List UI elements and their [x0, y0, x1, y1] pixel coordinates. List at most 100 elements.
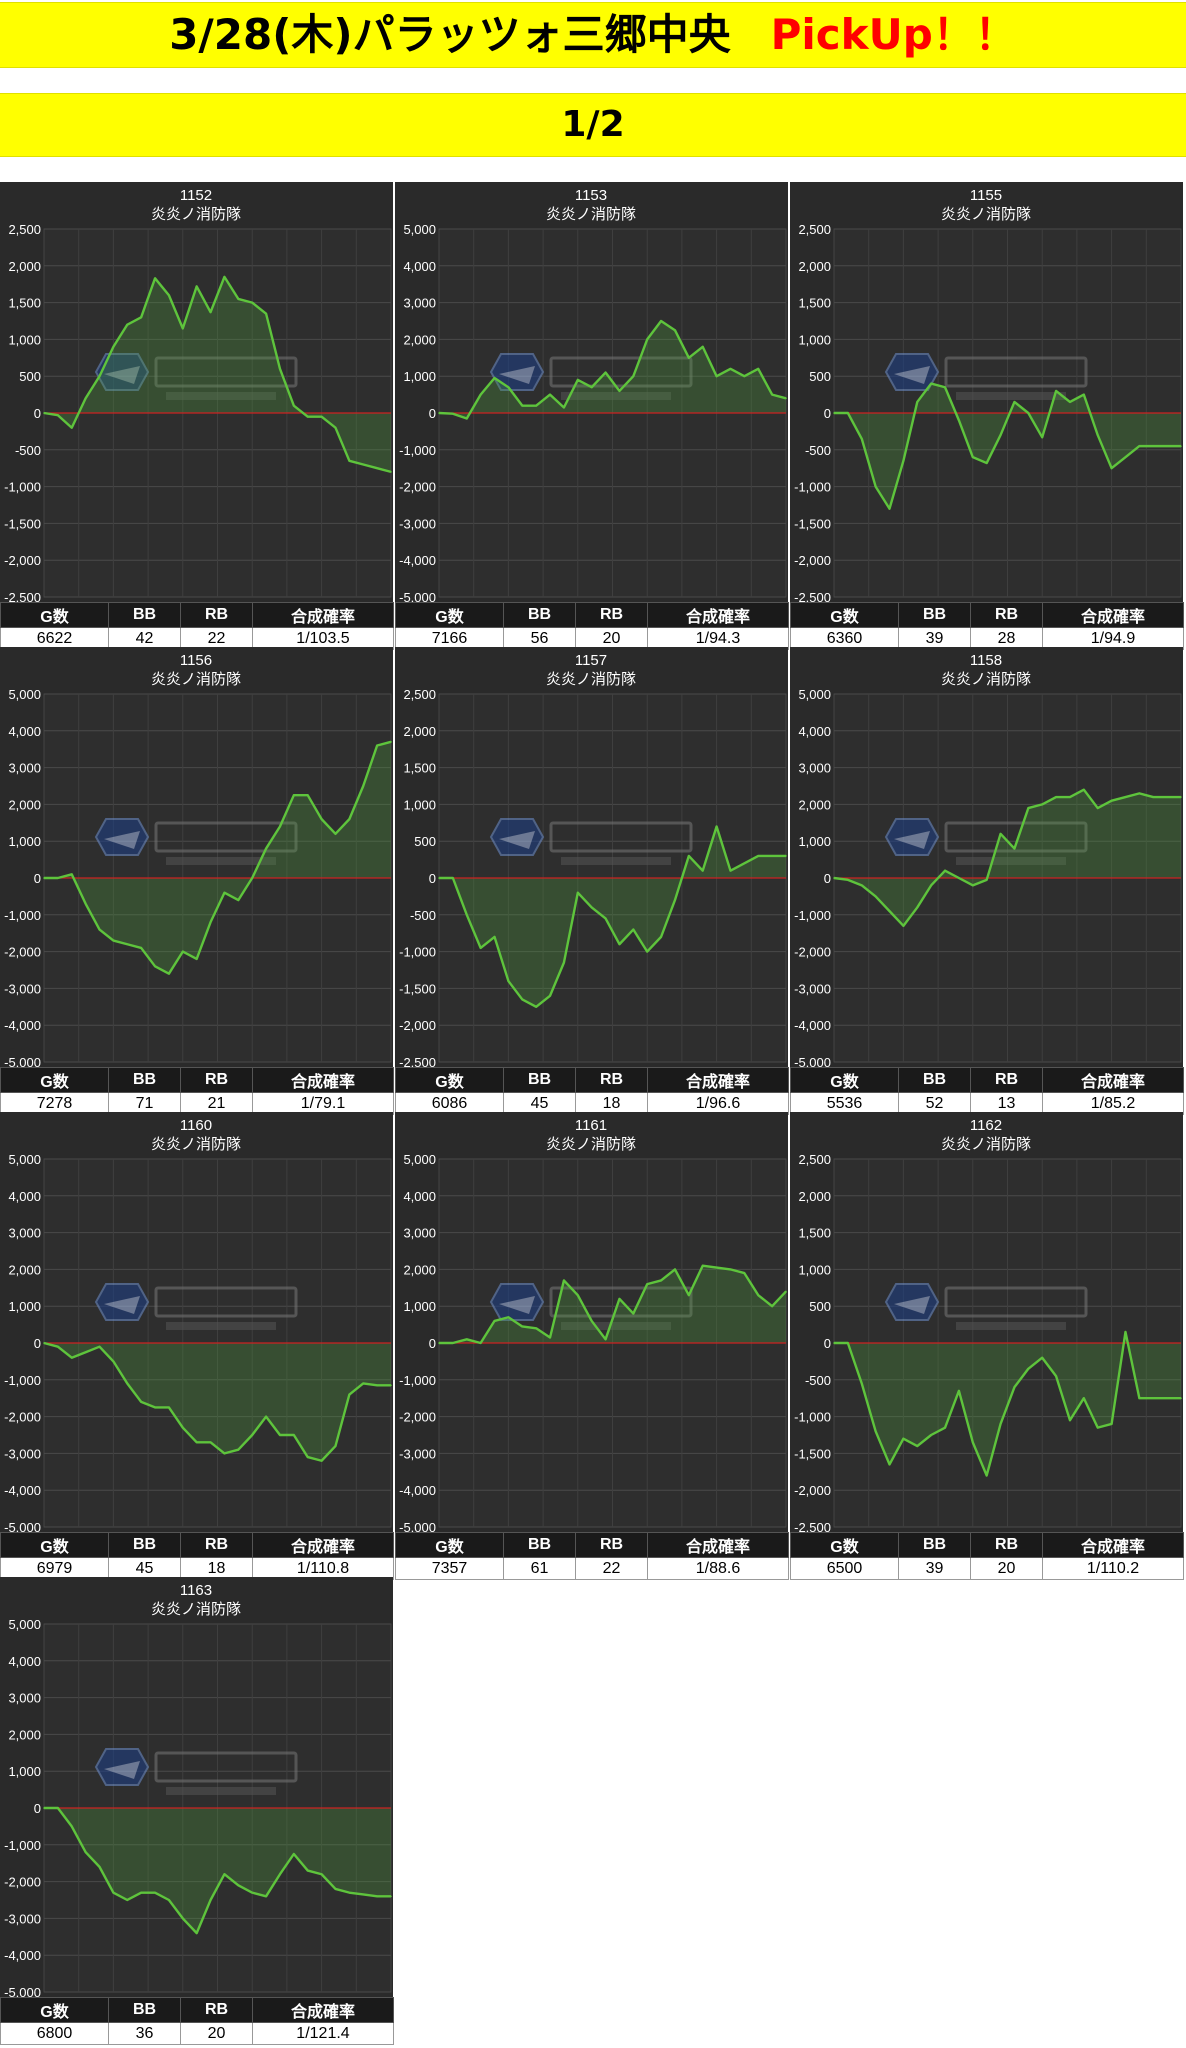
y-tick-label: -1,000 [399, 945, 436, 960]
data-point [493, 377, 496, 379]
y-tick-label: 0 [34, 871, 41, 886]
data-point [646, 338, 648, 341]
data-point [590, 1320, 593, 1322]
logo-slash-icon [499, 366, 535, 384]
stats-header-bb: BB [898, 1067, 971, 1093]
machine-title: 炎炎ノ消防隊 [151, 1135, 241, 1153]
data-point [320, 818, 323, 820]
stats-value-row: 6500 39 20 1/110.2 [790, 1557, 1184, 1580]
y-tick-label: -2,000 [399, 1410, 436, 1425]
data-point [563, 406, 565, 409]
y-tick-label: 5,000 [798, 687, 831, 702]
stats-value-bb: 61 [503, 1557, 576, 1580]
stats-value-rate: 1/94.3 [647, 627, 789, 650]
stats-header-g: G数 [790, 1067, 899, 1093]
y-tick-label: 3,000 [8, 1691, 41, 1706]
data-point [98, 928, 101, 931]
y-tick-label: -2,000 [399, 480, 436, 495]
y-tick-label: -3,000 [399, 516, 436, 531]
y-tick-label: 3,000 [403, 296, 436, 311]
stats-value-g: 6500 [790, 1557, 899, 1580]
data-point [1152, 1397, 1155, 1399]
stats-value-g: 7357 [395, 1557, 504, 1580]
data-point [1069, 796, 1071, 798]
logo-tagline-bar [166, 857, 276, 865]
data-point [985, 462, 988, 464]
y-tick-label: -2,000 [794, 1483, 831, 1498]
data-point [660, 936, 662, 938]
logo-slash-icon [499, 1296, 535, 1314]
stats-header-g: G数 [395, 1067, 504, 1093]
stats-table: G数 BB RB 合成確率 6979 45 18 1/110.8 [0, 1532, 394, 1580]
stats-header-row: G数 BB RB 合成確率 [395, 1532, 789, 1558]
y-tick-label: 3,000 [8, 1226, 41, 1241]
data-point [1152, 445, 1155, 447]
y-tick-label: -5,000 [4, 1520, 41, 1532]
data-point [688, 855, 690, 857]
stats-header-g: G数 [0, 1532, 109, 1558]
data-point [771, 393, 773, 396]
data-point [847, 879, 849, 881]
chart-1162: 1162 炎炎ノ消防隊 2,500 2,000 1,500 1,000 500 0 -500 -1… [790, 1112, 1183, 1532]
logo-tagline-bar [166, 1787, 276, 1795]
data-point [743, 1272, 746, 1274]
data-point [674, 1268, 676, 1271]
data-point [833, 412, 835, 414]
machine-panel-1163: 1163 炎炎ノ消防隊 5,000 4,000 3,000 2,000 1,000 0 -1,0… [0, 1577, 394, 2045]
data-point [785, 397, 787, 400]
y-tick-label: -2,500 [794, 590, 831, 602]
stats-header-g: G数 [0, 1997, 109, 2023]
y-tick-label: 500 [414, 834, 436, 849]
data-point [660, 1279, 662, 1282]
data-point [833, 1342, 835, 1344]
y-tick-label: 1,500 [403, 761, 436, 776]
stats-value-row: 7166 56 20 1/94.3 [395, 627, 789, 650]
y-tick-label: 1,500 [8, 296, 41, 311]
y-tick-label: 4,000 [8, 724, 41, 739]
data-point [944, 386, 946, 389]
stats-header-bb: BB [503, 1532, 576, 1558]
stats-header-g: G数 [0, 1067, 109, 1093]
data-point [265, 847, 267, 850]
series-line [43, 1341, 391, 1462]
data-point [182, 1426, 184, 1429]
stats-value-bb: 36 [108, 2022, 181, 2045]
stats-value-rate: 1/88.6 [647, 1557, 789, 1580]
data-point [43, 1807, 45, 1809]
data-point [1180, 445, 1182, 447]
data-point [251, 301, 253, 304]
data-point [1110, 799, 1113, 802]
data-point [985, 879, 988, 881]
data-point [507, 1316, 510, 1319]
data-point [785, 855, 787, 857]
series-line [438, 319, 787, 420]
data-point [84, 902, 87, 905]
chart-1161: 1161 炎炎ノ消防隊 5,000 4,000 3,000 2,000 1,000 0 -1,0… [395, 1112, 788, 1532]
y-tick-label: -2,000 [4, 1875, 41, 1890]
data-point [223, 276, 226, 278]
data-point [479, 393, 482, 396]
chart-1153: 1153 炎炎ノ消防隊 5,000 4,000 3,000 2,000 1,000 0 -1,0… [395, 182, 788, 602]
data-point [452, 1342, 454, 1344]
data-point [1096, 807, 1099, 809]
y-tick-label: 2,000 [8, 1727, 41, 1742]
data-point [916, 906, 919, 909]
stats-value-rate: 1/110.8 [252, 1557, 394, 1580]
logo-slash-icon [499, 831, 535, 849]
watermark-logo [884, 353, 1088, 400]
series-area [834, 383, 1181, 509]
data-point [168, 1899, 170, 1901]
y-tick-label: 2,500 [798, 1152, 831, 1167]
data-point [465, 417, 468, 420]
stats-value-rate: 1/96.6 [647, 1092, 789, 1115]
data-point [1013, 401, 1016, 403]
stats-header-rate: 合成確率 [252, 1532, 394, 1558]
data-point [112, 1891, 115, 1894]
data-point [98, 375, 101, 377]
stats-value-rate: 1/94.9 [1042, 627, 1184, 650]
series-line [44, 1806, 391, 1935]
data-point [958, 1390, 960, 1392]
watermark-logo [94, 1283, 298, 1330]
